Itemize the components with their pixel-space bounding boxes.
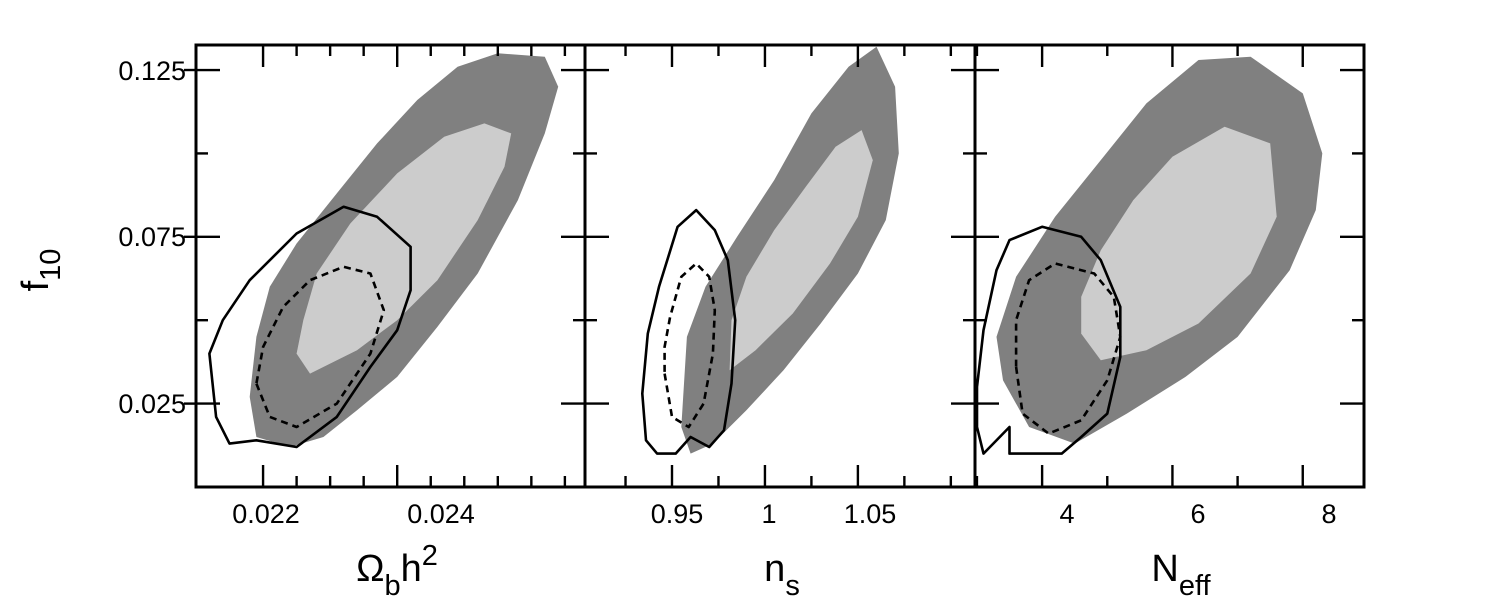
x-tick-label: 1.05 [844, 499, 897, 529]
contour-filled-inner [729, 130, 873, 371]
y-tick-label: 0.025 [118, 389, 186, 419]
contour-filled-inner [296, 123, 512, 374]
contour-line-dashed [255, 265, 386, 429]
x-axis-label-main: N [1151, 548, 1178, 590]
y-tick-label: 0.125 [118, 56, 186, 86]
contour-line-solid [640, 208, 737, 455]
contour-filled-inner [1081, 126, 1277, 361]
x-tick-label: 0.022 [232, 499, 300, 529]
y-axis-label: f10 [15, 249, 67, 292]
x-axis-label-omega: Ωbh2 [356, 540, 438, 602]
contour-line-solid [208, 205, 412, 449]
x-axis-label-ns: ns [764, 548, 800, 602]
ticks-layer [184, 45, 1364, 487]
x-axis-label-sup: 2 [422, 540, 438, 572]
x-axis-label-main: Ω [356, 548, 384, 590]
panel-neff [975, 56, 1323, 455]
x-axis-label-neff: Neff [1151, 548, 1211, 602]
x-tick-label: 0.024 [407, 499, 475, 529]
panel-ns [640, 46, 899, 455]
x-tick-label: 0.95 [651, 499, 704, 529]
panel-omega [208, 53, 559, 449]
x-axis-label-main: n [764, 548, 785, 590]
contour-line-dashed [1014, 262, 1122, 435]
x-tick-label: 4 [1059, 499, 1074, 529]
x-axis-label-sub: b [385, 570, 401, 602]
y-tick-label: 0.075 [118, 222, 186, 252]
contour-line-solid [975, 225, 1122, 455]
panel-frame-neff [973, 43, 1366, 489]
y-axis-label-sub: 10 [35, 249, 67, 281]
contour-line-dashed [663, 262, 717, 429]
x-axis-label-sub: s [785, 570, 800, 602]
y-axis-label-main: f [15, 280, 57, 291]
x-axis-label-rest: h [401, 548, 422, 590]
x-tick-label: 6 [1190, 499, 1205, 529]
x-tick-label: 1 [761, 499, 776, 529]
x-tick-label: 8 [1321, 499, 1336, 529]
x-axis-label-sub: eff [1179, 570, 1212, 602]
